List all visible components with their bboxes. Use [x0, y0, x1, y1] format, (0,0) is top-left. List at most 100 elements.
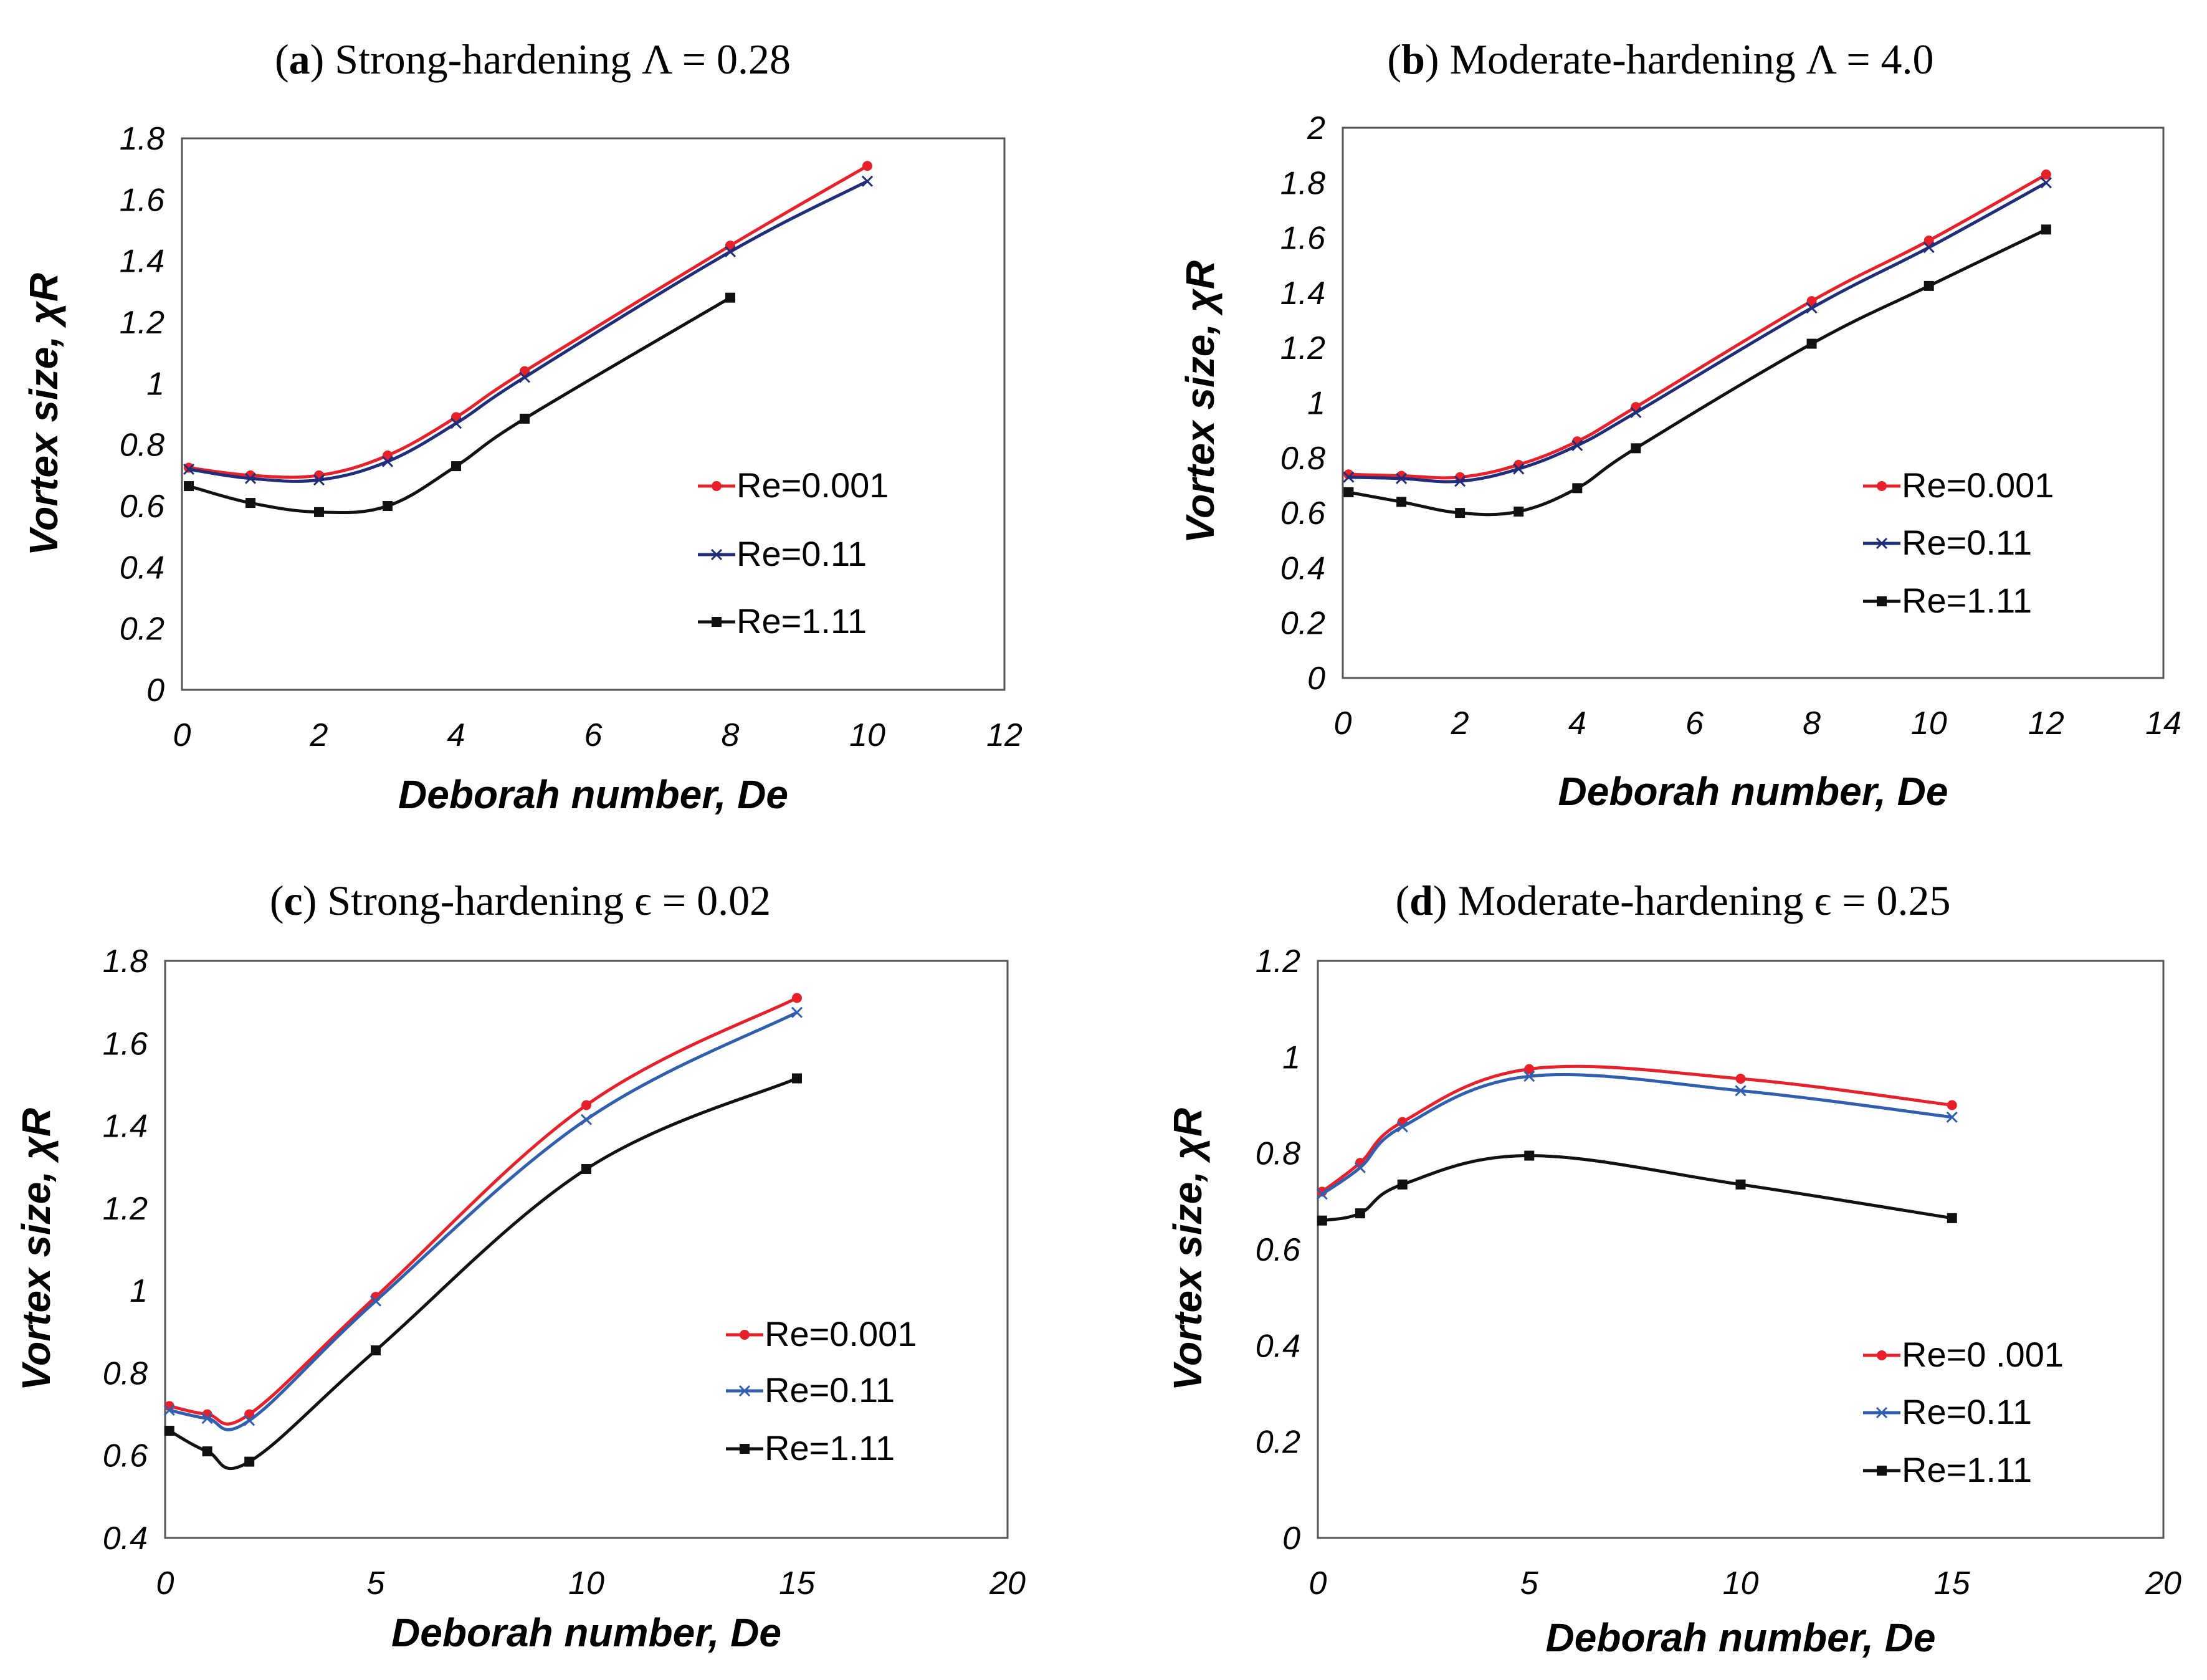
x-tick-label: 20 — [2145, 1565, 2181, 1601]
data-point — [1735, 1074, 1746, 1084]
data-point — [183, 463, 195, 475]
x-tick-label: 6 — [584, 717, 603, 753]
panel-label: c — [284, 877, 303, 924]
x-tick-label: 5 — [367, 1565, 386, 1601]
y-axis-label: Vortex size, χR — [14, 1108, 59, 1391]
data-point — [1524, 1064, 1535, 1074]
legend-item: Re=0.001 — [1863, 465, 2054, 505]
y-tick-label: 1.2 — [120, 305, 164, 341]
y-tick-label: 0.8 — [103, 1355, 148, 1391]
x-axis-label: Deborah number, De — [398, 772, 788, 817]
x-tick-label: 8 — [1803, 705, 1821, 742]
data-point — [1630, 406, 1642, 419]
title-text: Moderate-hardening Λ = 4.0 — [1450, 36, 1934, 83]
y-tick-label: 2 — [1307, 110, 1325, 146]
data-point — [1631, 443, 1641, 454]
y-tick-label: 0 — [1282, 1520, 1300, 1557]
data-point — [164, 1426, 174, 1436]
data-point — [1806, 338, 1817, 349]
data-point — [1523, 1071, 1535, 1082]
chart-title: (b) Moderate-hardening Λ = 4.0 — [1387, 36, 1933, 83]
legend-marker — [712, 481, 722, 491]
legend-marker — [1877, 1350, 1887, 1360]
legend-marker — [712, 617, 722, 627]
legend-item: Re=1.11 — [1863, 581, 2032, 620]
plot-area-frame — [1342, 126, 2165, 679]
data-point — [1806, 302, 1818, 314]
data-point — [1513, 463, 1525, 475]
legend-item: Re=0.11 — [1863, 1392, 2032, 1431]
series-line — [1322, 1154, 1953, 1223]
data-point — [381, 456, 394, 467]
data-point — [202, 1446, 212, 1457]
panel-label: a — [289, 36, 310, 83]
y-axis-label: Vortex size, χR — [21, 273, 66, 556]
data-point — [245, 498, 255, 508]
data-point — [792, 1073, 802, 1084]
series-2 — [1317, 1150, 1957, 1226]
y-tick-label: 0.8 — [1256, 1136, 1300, 1172]
y-tick-label: 0.6 — [1280, 495, 1325, 532]
data-point — [1343, 487, 1354, 497]
x-tick-label: 4 — [1568, 705, 1586, 742]
y-tick-label: 1 — [1307, 386, 1325, 422]
legend-marker — [1877, 596, 1887, 606]
x-tick-label: 2 — [310, 717, 328, 753]
series-line — [188, 165, 869, 479]
y-tick-label: 0.2 — [1256, 1425, 1300, 1461]
legend-item: Re=0.11 — [726, 1370, 895, 1410]
series-1 — [1343, 177, 2052, 487]
series-0 — [184, 161, 872, 480]
x-tick-label: 0 — [1334, 705, 1352, 742]
x-tick-label: 10 — [1911, 705, 1947, 742]
plot-area-frame — [164, 960, 1009, 1539]
x-tick-label: 12 — [986, 717, 1022, 753]
legend-item: Re=0.11 — [698, 534, 867, 573]
x-tick-label: 4 — [447, 717, 465, 753]
legend-item: Re=0.001 — [726, 1314, 917, 1353]
data-point — [184, 481, 194, 492]
y-tick-label: 1.4 — [103, 1109, 148, 1145]
data-point — [2041, 169, 2051, 180]
y-tick-label: 0.4 — [103, 1520, 148, 1557]
panel-label: b — [1401, 36, 1425, 83]
legend-item: Re=0 .001 — [1863, 1335, 2064, 1374]
data-point — [861, 175, 874, 187]
series-line — [1348, 173, 2047, 480]
y-tick-label: 0.4 — [1256, 1328, 1300, 1364]
data-point — [2040, 177, 2052, 189]
title-close-paren: ) — [1433, 877, 1458, 924]
data-point — [1923, 236, 1934, 246]
y-tick-label: 1.8 — [1280, 165, 1325, 201]
legend-label: Re=0.001 — [765, 1314, 917, 1353]
legend-marker — [740, 1444, 750, 1454]
chart-panel-c: (c) Strong-hardening ϵ = 0.02 0.4 0.6 0.8 1 1… — [14, 877, 1026, 1655]
data-point — [1946, 1111, 1958, 1123]
series-2 — [184, 292, 735, 517]
y-tick-label: 1 — [1282, 1039, 1300, 1076]
legend-marker — [1877, 1466, 1887, 1476]
y-tick-label: 1.4 — [1280, 275, 1325, 312]
y-tick-label: 1 — [130, 1273, 148, 1309]
series-1 — [1316, 1071, 1958, 1200]
chart-panel-d: (d) Moderate-hardening ϵ = 0.25 0 0.2 0.4 0.… — [1165, 877, 2181, 1660]
series-1 — [163, 1006, 803, 1431]
data-point — [1571, 439, 1583, 451]
panel-label: d — [1409, 877, 1433, 924]
legend-item: Re=1.11 — [726, 1428, 895, 1468]
data-point — [1317, 1215, 1327, 1226]
data-point — [314, 507, 324, 517]
x-axis-label: Deborah number, De — [391, 1610, 781, 1655]
y-tick-label: 0.2 — [120, 611, 164, 647]
series-line — [188, 296, 732, 515]
series-1 — [183, 175, 874, 486]
data-point — [1397, 1179, 1408, 1190]
series-2 — [164, 1073, 802, 1471]
y-tick-label: 0.6 — [120, 489, 164, 525]
x-tick-label: 20 — [989, 1565, 1026, 1601]
data-point — [244, 1456, 255, 1467]
legend-item: Re=0.11 — [1863, 523, 2032, 562]
data-point — [1947, 1213, 1957, 1223]
legend-label: Re=0.001 — [736, 465, 889, 505]
data-point — [450, 418, 462, 429]
